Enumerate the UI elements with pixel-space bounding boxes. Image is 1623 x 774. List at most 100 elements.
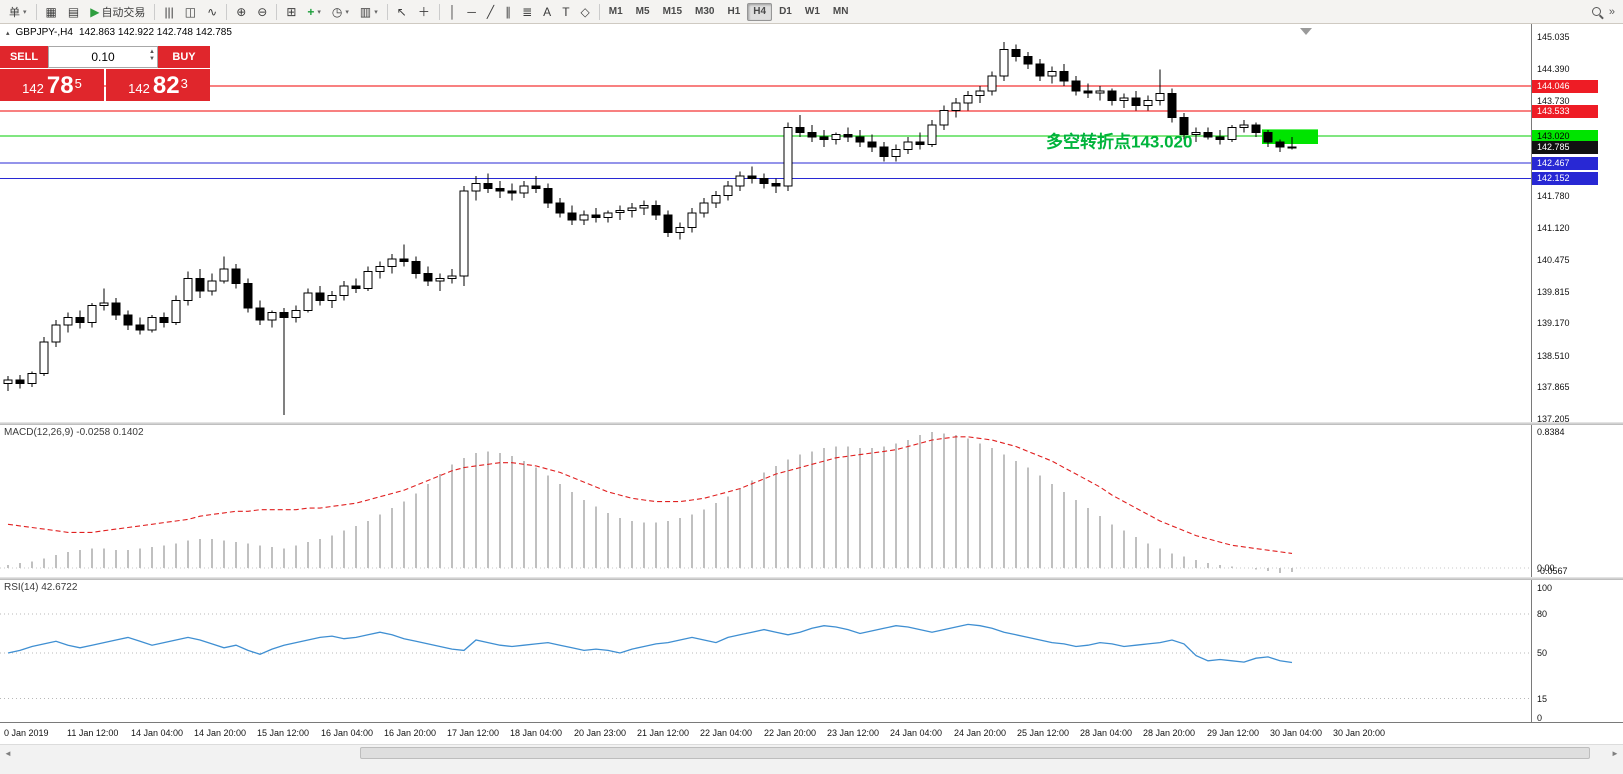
- price-badge: 144.046: [1532, 80, 1598, 93]
- candle: [471, 183, 481, 192]
- timeframe-button-m30[interactable]: M30: [695, 6, 715, 17]
- profiles-icon[interactable]: ▤: [63, 2, 84, 22]
- vertical-line-tool-icon[interactable]: │: [444, 2, 462, 22]
- chart-window-icon: ▦: [45, 4, 57, 19]
- rsi-tick-label: 0: [1537, 713, 1543, 723]
- candle: [1179, 117, 1189, 136]
- macd-splitter[interactable]: [0, 422, 1623, 425]
- time-label: 15 Jan 12:00: [257, 728, 310, 738]
- volume-input[interactable]: 0.10 ▲ ▼: [48, 46, 158, 68]
- rsi-tick-label: 100: [1537, 583, 1553, 593]
- candle: [663, 214, 673, 233]
- candle: [1191, 131, 1201, 136]
- time-axis[interactable]: 0 Jan 2019 11 Jan 12:00 14 Jan 04:00 14 Jan…: [0, 722, 1623, 744]
- templates-button[interactable]: ▥ ▾: [355, 2, 383, 22]
- grid-icon[interactable]: ⊞: [281, 2, 301, 22]
- scrollbar-thumb[interactable]: [360, 747, 1590, 759]
- candle: [807, 131, 817, 138]
- time-label: 20 Jan 23:00: [574, 728, 627, 738]
- timeframe-button-mn[interactable]: MN: [832, 6, 849, 17]
- dropdown-arrow-icon: ▾: [374, 8, 378, 16]
- horizontal-line-tool-icon[interactable]: ─: [462, 2, 481, 22]
- crosshair-tool-icon[interactable]: ＋: [413, 2, 435, 22]
- candle: [999, 48, 1009, 77]
- indicators-button[interactable]: + ▾: [302, 2, 326, 22]
- bar-chart-icon: |||: [164, 4, 174, 19]
- volume-spinner[interactable]: ▲ ▼: [149, 49, 155, 63]
- candle: [1071, 80, 1081, 92]
- toolbar-separator: [154, 3, 156, 20]
- trendline-tool-icon[interactable]: ╱: [482, 2, 499, 22]
- order-buttons-row: SELL 0.10 ▲ ▼ BUY: [0, 46, 210, 68]
- line-chart-icon[interactable]: ∿: [202, 2, 222, 22]
- rsi-panel[interactable]: [0, 580, 1531, 722]
- horizontal-scrollbar[interactable]: ◄ ►: [0, 744, 1623, 761]
- candle: [627, 207, 637, 211]
- fibonacci-tool-icon[interactable]: ≣: [517, 2, 537, 22]
- candle: [519, 185, 529, 194]
- zoom-in-icon[interactable]: ⊕: [231, 2, 251, 22]
- chart-marker-icon: ▴: [6, 29, 10, 37]
- bar-chart-icon[interactable]: |||: [159, 2, 178, 22]
- macd-panel[interactable]: [0, 425, 1531, 577]
- search-icon[interactable]: [1591, 7, 1601, 16]
- chart-window-icon[interactable]: ▦: [41, 2, 62, 22]
- main-chart-area[interactable]: 多空转折点143.020: [0, 24, 1531, 422]
- candle: [423, 273, 433, 282]
- timeframe-group: M1 M5 M15 M30 H1 H4 D1 W1 MN: [603, 2, 855, 21]
- candle: [579, 214, 589, 221]
- label-tool-icon[interactable]: T: [557, 2, 574, 22]
- candle: [687, 212, 697, 228]
- buy-button[interactable]: BUY: [158, 46, 210, 68]
- candle: [543, 187, 553, 204]
- candle: [231, 268, 241, 284]
- macd-tick-label: -0.0567: [1537, 566, 1568, 576]
- new-order-button[interactable]: 单 ▾: [4, 2, 32, 22]
- periods-button[interactable]: ◷ ▾: [327, 2, 354, 22]
- auto-trading-button[interactable]: ▶ 自动交易: [85, 2, 150, 22]
- candlestick-chart-icon[interactable]: ◫: [180, 2, 201, 22]
- text-tool-icon[interactable]: A: [538, 2, 556, 22]
- sell-button[interactable]: SELL: [0, 46, 48, 68]
- candle: [75, 317, 85, 324]
- crosshair-tool-icon: ＋: [417, 4, 430, 19]
- price-badge: 142.785: [1532, 141, 1598, 154]
- macd-tick-label: 0.8384: [1537, 427, 1565, 437]
- spin-up-icon[interactable]: ▲: [149, 49, 155, 55]
- chart-symbol-label: GBPJPY-,H4: [15, 27, 73, 38]
- candle: [639, 204, 649, 209]
- timeframe-button-m1[interactable]: M1: [608, 6, 623, 17]
- spin-down-icon[interactable]: ▼: [149, 56, 155, 63]
- candle: [1059, 70, 1069, 82]
- time-label: 14 Jan 20:00: [194, 728, 247, 738]
- timeframe-button-d1[interactable]: D1: [779, 6, 792, 17]
- rsi-line: [7, 623, 1293, 664]
- cursor-tool-icon[interactable]: ↖: [392, 2, 412, 22]
- timeframe-button-m15[interactable]: M15: [662, 6, 683, 17]
- zoom-out-icon[interactable]: ⊖: [252, 2, 272, 22]
- time-label: 18 Jan 04:00: [510, 728, 563, 738]
- toolbar-overflow-chevron-icon[interactable]: »: [1608, 5, 1615, 18]
- candle: [375, 265, 385, 272]
- scrollbar-right-arrow-icon[interactable]: ►: [1611, 749, 1619, 758]
- scrollbar-left-arrow-icon[interactable]: ◄: [4, 749, 12, 758]
- candle: [927, 124, 937, 145]
- channel-tool-icon[interactable]: ∥: [500, 2, 516, 22]
- timeframe-button-h4[interactable]: H4: [747, 2, 773, 21]
- rsi-splitter[interactable]: [0, 577, 1623, 580]
- sell-price-display[interactable]: 142 78 5: [0, 69, 104, 101]
- candle: [27, 373, 37, 385]
- shapes-tool-icon[interactable]: ◇: [576, 2, 595, 22]
- timeframe-button-m5[interactable]: M5: [635, 6, 650, 17]
- candle: [723, 185, 733, 197]
- timeframe-button-h1[interactable]: H1: [727, 6, 741, 17]
- label-tool-icon: T: [562, 4, 570, 19]
- time-label: 22 Jan 04:00: [700, 728, 753, 738]
- rsi-tick-label: 50: [1537, 648, 1548, 658]
- highlight-box: [1262, 129, 1318, 144]
- buy-price-display[interactable]: 142 82 3: [106, 69, 210, 101]
- toolbar-right: »: [1591, 5, 1619, 18]
- candle: [411, 261, 421, 275]
- timeframe-button-w1[interactable]: W1: [804, 6, 820, 17]
- candle: [111, 302, 121, 316]
